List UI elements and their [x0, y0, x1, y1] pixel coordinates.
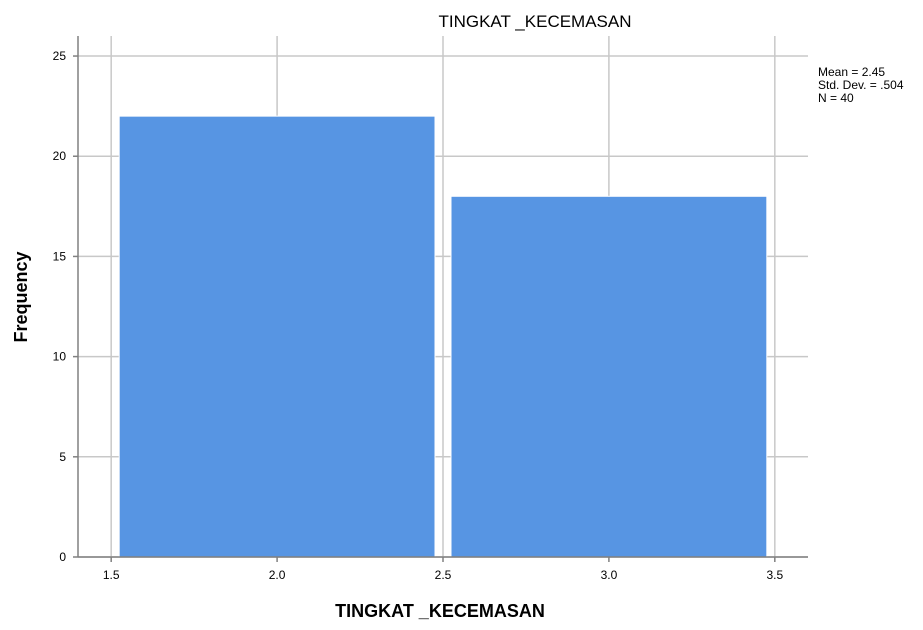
x-axis-title: TINGKAT _KECEMASAN [335, 601, 545, 621]
y-tick-label: 15 [53, 249, 67, 263]
histogram-bar [450, 195, 768, 558]
stat-mean: Mean = 2.45 [818, 65, 885, 79]
y-tick-label: 20 [53, 149, 67, 163]
y-tick-label: 25 [53, 49, 67, 63]
x-tick-label: 2.5 [435, 568, 452, 582]
stat-std-dev: Std. Dev. = .504 [818, 78, 904, 92]
x-tick-label: 2.0 [269, 568, 286, 582]
stat-n: N = 40 [818, 91, 854, 105]
x-tick-label: 3.0 [601, 568, 618, 582]
y-tick-label: 10 [53, 350, 67, 364]
histogram-bar [118, 115, 436, 558]
bars [118, 115, 768, 558]
y-tick-label: 0 [59, 550, 66, 564]
statistics-box: Mean = 2.45 Std. Dev. = .504 N = 40 [818, 65, 904, 105]
y-tick-label: 5 [59, 450, 66, 464]
x-tick-label: 3.5 [766, 568, 783, 582]
tick-labels: 0 5 10 15 20 25 1.5 2.0 2.5 3.0 3.5 [53, 49, 784, 582]
y-axis-title: Frequency [11, 251, 31, 342]
chart-title: TINGKAT _KECEMASAN [438, 12, 631, 31]
x-tick-label: 1.5 [103, 568, 120, 582]
axes [73, 36, 808, 562]
